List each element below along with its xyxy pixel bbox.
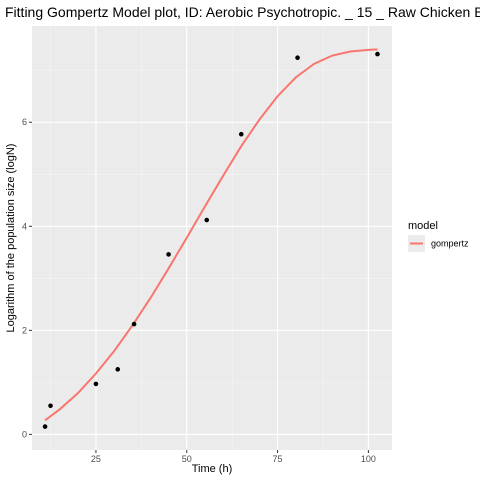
y-axis-ticks: 0 2 4 6 [22, 117, 32, 439]
data-point [48, 403, 53, 409]
legend-title: model [408, 220, 438, 232]
x-tick-label: 25 [91, 454, 101, 464]
y-tick-label: 2 [22, 325, 27, 335]
x-axis-title: Time (h) [192, 463, 233, 475]
data-point [115, 367, 121, 372]
data-point [42, 424, 48, 429]
x-axis-ticks: 25 50 75 100 [91, 450, 376, 464]
y-axis-title: Logarithm of the population size (logN) [5, 144, 17, 333]
legend-label-gompertz: gompertz [431, 239, 469, 249]
series-line-gompertz [44, 48, 378, 422]
data-point [204, 217, 210, 223]
chart-title: Fitting Gompertz Model plot, ID: Aerobic… [5, 4, 480, 20]
fit-line-layer [44, 48, 378, 422]
x-tick-label: 75 [273, 454, 283, 464]
data-point [131, 321, 137, 327]
y-tick-label: 4 [22, 221, 27, 231]
y-tick-label: 0 [22, 429, 27, 439]
data-point [166, 252, 171, 257]
legend: model gompertz [408, 220, 469, 252]
plot-panel [32, 26, 392, 450]
points-layer [42, 51, 380, 429]
data-point [375, 51, 380, 57]
grid-minor [32, 26, 392, 450]
y-tick-label: 6 [22, 117, 27, 127]
data-point [295, 55, 300, 61]
data-point [93, 381, 99, 387]
x-tick-label: 100 [361, 454, 376, 464]
data-point [238, 131, 244, 137]
x-tick-label: 50 [182, 454, 192, 464]
